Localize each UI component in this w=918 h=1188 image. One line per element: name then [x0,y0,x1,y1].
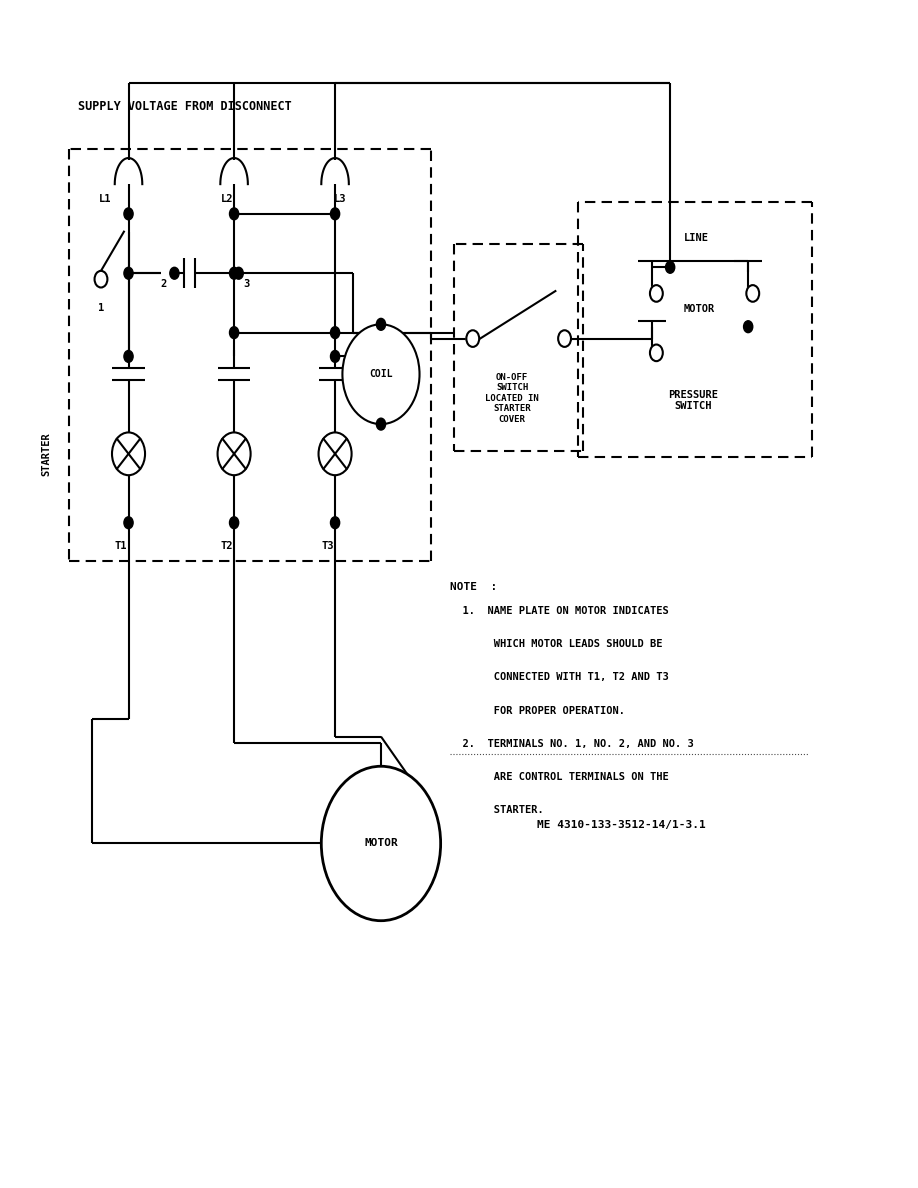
Text: L1: L1 [99,195,112,204]
Circle shape [330,517,340,529]
Circle shape [376,318,386,330]
Circle shape [112,432,145,475]
Text: WHICH MOTOR LEADS SHOULD BE: WHICH MOTOR LEADS SHOULD BE [450,639,662,649]
Circle shape [170,267,179,279]
Text: L2: L2 [220,195,233,204]
Text: CONNECTED WITH T1, T2 AND T3: CONNECTED WITH T1, T2 AND T3 [450,672,668,682]
Circle shape [95,271,107,287]
Text: COIL: COIL [369,369,393,379]
Text: LINE: LINE [684,233,709,242]
Circle shape [124,517,133,529]
Circle shape [558,330,571,347]
Text: PRESSURE
SWITCH: PRESSURE SWITCH [668,390,718,411]
Text: STARTER.: STARTER. [450,805,543,815]
Circle shape [230,267,239,279]
Circle shape [124,267,133,279]
Text: MOTOR: MOTOR [364,839,397,848]
Text: ON-OFF
SWITCH
LOCATED IN
STARTER
COVER: ON-OFF SWITCH LOCATED IN STARTER COVER [486,373,539,424]
Text: MOTOR: MOTOR [684,304,715,314]
Circle shape [342,324,420,424]
Text: 1.  NAME PLATE ON MOTOR INDICATES: 1. NAME PLATE ON MOTOR INDICATES [450,606,668,615]
Text: 2.  TERMINALS NO. 1, NO. 2, AND NO. 3: 2. TERMINALS NO. 1, NO. 2, AND NO. 3 [450,739,694,748]
Circle shape [319,432,352,475]
Circle shape [666,261,675,273]
Circle shape [124,208,133,220]
Text: SUPPLY VOLTAGE FROM DISCONNECT: SUPPLY VOLTAGE FROM DISCONNECT [78,100,292,113]
Text: T2: T2 [220,541,233,550]
Circle shape [746,285,759,302]
Circle shape [330,208,340,220]
Circle shape [744,321,753,333]
Text: FOR PROPER OPERATION.: FOR PROPER OPERATION. [450,706,625,715]
Circle shape [330,327,340,339]
Text: T3: T3 [321,541,334,550]
Text: 3: 3 [243,279,250,289]
Circle shape [124,350,133,362]
Text: 1: 1 [98,303,104,312]
Circle shape [650,285,663,302]
Text: 2: 2 [161,279,166,289]
Text: T1: T1 [115,541,128,550]
Text: ARE CONTROL TERMINALS ON THE: ARE CONTROL TERMINALS ON THE [450,772,668,782]
Circle shape [466,330,479,347]
Circle shape [321,766,441,921]
Circle shape [330,350,340,362]
Circle shape [230,517,239,529]
Circle shape [376,418,386,430]
Circle shape [230,327,239,339]
Circle shape [234,267,243,279]
Text: STARTER: STARTER [41,432,51,475]
Text: L3: L3 [333,195,346,204]
Circle shape [230,208,239,220]
Text: NOTE  :: NOTE : [450,582,497,592]
Circle shape [650,345,663,361]
Text: ME 4310-133-3512-14/1-3.1: ME 4310-133-3512-14/1-3.1 [537,820,706,829]
Circle shape [218,432,251,475]
